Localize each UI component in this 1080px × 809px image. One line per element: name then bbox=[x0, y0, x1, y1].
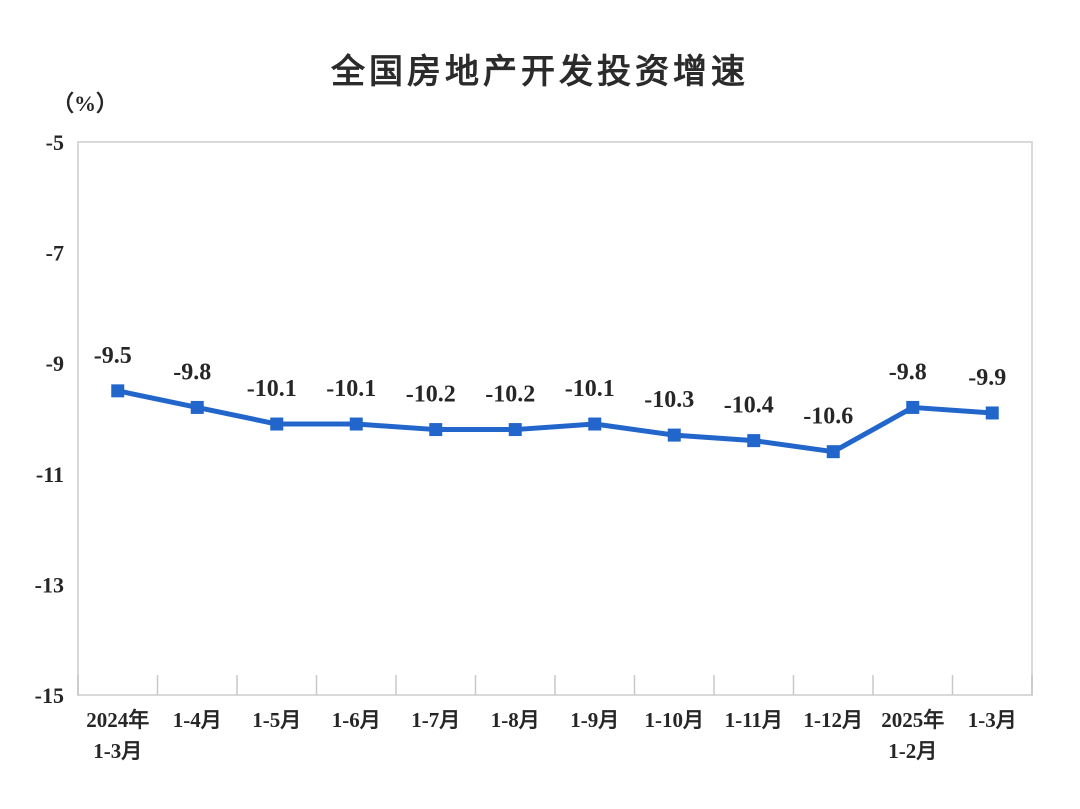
data-point-marker bbox=[270, 417, 284, 431]
data-point-label: -10.6 bbox=[803, 404, 853, 430]
x-axis-category-label: 1-3月 bbox=[93, 739, 142, 763]
x-axis-category-label: 1-9月 bbox=[570, 708, 619, 732]
data-point-marker bbox=[747, 434, 761, 448]
data-point-label: -9.9 bbox=[968, 365, 1006, 391]
x-axis-category-label: 1-5月 bbox=[252, 708, 301, 732]
data-point-label: -10.2 bbox=[406, 382, 456, 408]
data-point-label: -10.4 bbox=[724, 393, 774, 419]
y-axis-tick-label: -15 bbox=[35, 683, 64, 708]
y-axis-tick-label: -7 bbox=[46, 241, 64, 266]
data-point-marker bbox=[111, 384, 125, 398]
x-axis-category-label: 1-10月 bbox=[645, 708, 705, 732]
x-axis-category-label: 1-4月 bbox=[173, 708, 222, 732]
data-point-marker bbox=[826, 445, 840, 459]
data-point-label: -9.5 bbox=[94, 343, 132, 369]
x-axis-category-label: 1-8月 bbox=[491, 708, 540, 732]
data-point-marker bbox=[985, 406, 999, 420]
x-axis-category-label: 2025年 bbox=[881, 708, 944, 732]
x-axis-category-label: 1-11月 bbox=[725, 708, 783, 732]
x-axis-category-label: 2024年 bbox=[86, 708, 149, 732]
x-axis-category-label: 1-7月 bbox=[411, 708, 460, 732]
data-point-label: -10.1 bbox=[247, 376, 297, 402]
data-point-label: -9.8 bbox=[889, 359, 927, 385]
chart-title: 全国房地产开发投资增速 bbox=[331, 53, 749, 91]
data-point-label: -10.1 bbox=[565, 376, 615, 402]
data-point-marker bbox=[429, 423, 443, 437]
y-axis-tick-label: -9 bbox=[46, 351, 64, 376]
data-point-marker bbox=[667, 428, 681, 442]
data-point-label: -10.2 bbox=[485, 382, 535, 408]
y-axis-tick-label: -11 bbox=[36, 462, 64, 487]
data-point-label: -9.8 bbox=[173, 359, 211, 385]
y-axis-unit-label: （%） bbox=[52, 91, 119, 116]
data-point-marker bbox=[906, 400, 920, 414]
data-line bbox=[115, 388, 995, 455]
data-point-marker bbox=[588, 417, 602, 431]
data-point-marker bbox=[349, 417, 363, 431]
x-axis-category-label: 1-12月 bbox=[804, 708, 864, 732]
data-point-label: -10.3 bbox=[644, 387, 694, 413]
x-axis-category-label: 1-3月 bbox=[968, 708, 1017, 732]
data-point-label: -10.1 bbox=[326, 376, 376, 402]
x-axis-category-label: 1-2月 bbox=[888, 739, 937, 763]
y-axis-tick-label: -5 bbox=[46, 130, 64, 155]
y-axis-tick-label: -13 bbox=[35, 572, 64, 597]
data-point-marker bbox=[190, 400, 204, 414]
x-axis-category-label: 1-6月 bbox=[332, 708, 381, 732]
data-point-marker bbox=[508, 423, 522, 437]
